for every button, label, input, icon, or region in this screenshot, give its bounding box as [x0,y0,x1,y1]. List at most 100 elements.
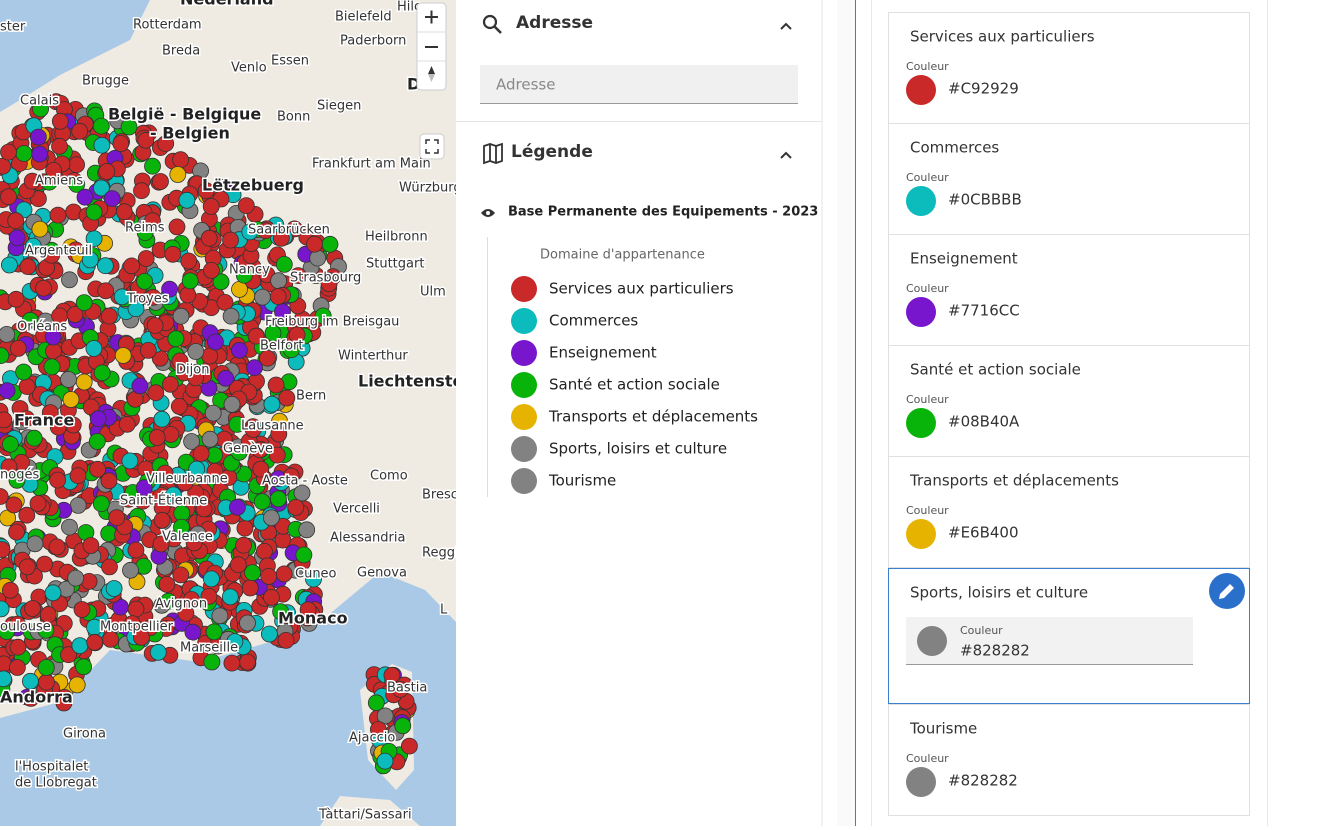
map-dot[interactable] [173,518,190,536]
map-dot[interactable] [221,588,239,606]
map-dot[interactable] [69,496,87,514]
map-dot[interactable] [48,538,66,556]
map-dot[interactable] [30,128,47,146]
map-dot[interactable] [0,600,10,618]
map-dot[interactable] [81,251,99,269]
map-dot[interactable] [9,638,27,656]
map-dot[interactable] [153,511,171,529]
map-dot[interactable] [93,364,111,382]
map-dot[interactable] [26,535,44,553]
address-input[interactable] [480,65,798,104]
map-dot[interactable] [85,340,103,357]
map-dot[interactable] [101,558,118,576]
map-dot[interactable] [75,373,93,391]
map-dot[interactable] [222,231,239,249]
map-dot[interactable] [23,172,41,190]
map-dot[interactable] [97,282,115,300]
map-dot[interactable] [51,137,68,155]
map-dot[interactable] [144,157,161,175]
map-dot[interactable] [260,568,278,585]
map-dot[interactable] [200,588,218,605]
map-dot[interactable] [18,558,36,576]
map-dot[interactable] [369,721,387,738]
map-dot[interactable] [239,614,256,632]
map-dot[interactable] [161,280,179,298]
map-dot[interactable] [86,633,104,651]
map-dot[interactable] [61,271,78,289]
color-field[interactable] [906,617,1193,664]
map-dot[interactable] [112,135,130,152]
map-dot[interactable] [0,347,10,364]
map-dot[interactable] [255,543,273,560]
map-dot[interactable] [25,429,43,447]
map-dot[interactable] [0,488,9,505]
color-swatch[interactable] [906,767,936,797]
map-dot[interactable] [230,341,248,359]
map-dot[interactable] [75,294,93,312]
map-dot[interactable] [24,600,41,617]
map-dot[interactable] [253,493,271,511]
map-dot[interactable] [270,425,288,443]
map-dot[interactable] [309,249,327,267]
map-dot[interactable] [258,349,276,367]
map-dot[interactable] [282,467,300,485]
map-dot[interactable] [30,190,47,208]
map-dot[interactable] [44,584,62,602]
map-dot[interactable] [8,471,26,489]
map-dot[interactable] [170,397,188,415]
map-dot[interactable] [114,347,132,364]
map-dot[interactable] [222,307,240,325]
map-dot[interactable] [195,500,213,518]
map-dot[interactable] [171,352,189,370]
map-dot[interactable] [226,633,244,650]
map-dot[interactable] [7,290,25,308]
map-dot[interactable] [153,410,171,428]
map-dot[interactable] [158,576,176,593]
map-dot[interactable] [37,621,55,639]
map-dot[interactable] [18,506,36,524]
map-dot[interactable] [228,415,246,433]
map-dot[interactable] [376,707,394,725]
map-dot[interactable] [269,288,287,305]
map-dot[interactable] [172,566,190,584]
map-dot[interactable] [251,441,269,459]
map-dot[interactable] [18,410,35,428]
map-dot[interactable] [69,467,87,485]
map-dot[interactable] [137,250,155,267]
map-dot[interactable] [314,307,332,325]
map-dot[interactable] [244,564,262,581]
map-dot[interactable] [7,212,25,230]
map-dot[interactable] [289,267,307,285]
map-dot[interactable] [68,676,86,694]
map-dot[interactable] [49,206,67,224]
map-dot[interactable] [8,523,25,541]
map-dot[interactable] [89,460,106,478]
map-dot[interactable] [162,425,180,443]
map-dot[interactable] [0,326,16,343]
map-dot[interactable] [71,122,89,140]
map-dot[interactable] [152,535,170,553]
category-card[interactable] [888,12,1250,124]
map-dot[interactable] [15,145,33,162]
map-dot[interactable] [144,212,161,230]
map-dot[interactable] [115,203,133,221]
map-dot[interactable] [31,220,49,238]
map-dot[interactable] [264,324,282,342]
map-dot[interactable] [67,569,85,587]
color-swatch[interactable] [906,408,936,438]
color-swatch[interactable] [906,297,936,327]
map-dot[interactable] [68,156,85,174]
map-dot[interactable] [146,317,164,335]
map-dot[interactable] [383,666,401,684]
fullscreen[interactable] [419,133,445,160]
map-dot[interactable] [176,474,194,492]
map-dot[interactable] [123,257,141,275]
map-dot[interactable] [152,173,169,190]
map-dot[interactable] [29,495,47,512]
map-dot[interactable] [1,435,19,453]
map-dot[interactable] [43,358,61,376]
map-dot[interactable] [228,498,246,516]
category-card[interactable] [888,704,1250,816]
map-dot[interactable] [183,591,200,608]
map-dot[interactable] [168,218,186,236]
